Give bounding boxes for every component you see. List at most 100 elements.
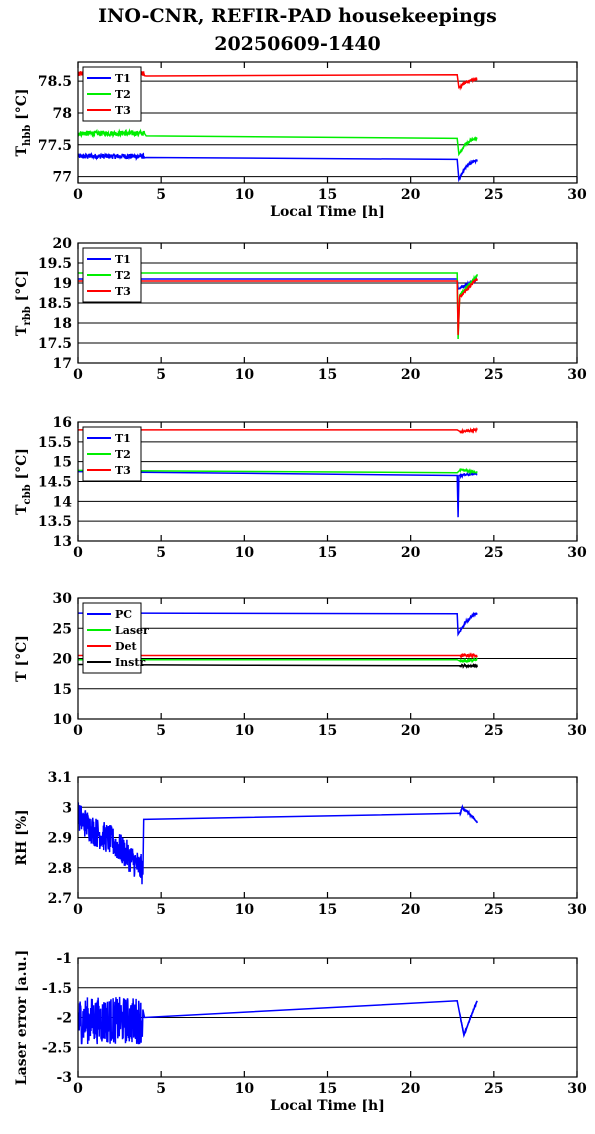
x-tick-label: 0 [73, 1081, 83, 1097]
y-tick-label: 3.1 [48, 770, 72, 786]
x-axis-label: Local Time [h] [270, 1098, 385, 1114]
series-tail-instr [459, 662, 478, 669]
x-tick-label: 25 [484, 545, 503, 561]
x-tick-label: 20 [401, 902, 421, 918]
x-tick-label: 10 [235, 723, 255, 739]
chart-panel-6: 0 5 10 15 20 25 30 -3 -2.5 -2 -1.5 -1 Local Time [h]… [14, 950, 587, 1114]
chart-panel-3: 0 5 10 15 20 25 30 13 13.5 14 14.5 15 15.5 16 Tcbb [°C… [14, 415, 587, 561]
legend: T1 T2 T3 [82, 247, 142, 303]
x-tick-label: 10 [235, 187, 255, 203]
y-axis-label: Trbb [°C] [14, 270, 33, 336]
y-tick-label: 10 [53, 712, 73, 728]
y-tick-label: 78 [53, 106, 72, 122]
y-tick-label: 15.5 [38, 435, 72, 451]
y-tick-label: 13 [53, 534, 72, 550]
legend-entry: T1 [115, 253, 131, 266]
series-tail-main [459, 804, 478, 824]
legend-entry: T2 [115, 88, 131, 101]
y-axis-label: Laser error [a.u.] [14, 950, 30, 1085]
y-tick-label: 77.5 [38, 138, 72, 154]
legend-entry: Det [115, 640, 138, 653]
x-tick-label: 5 [156, 902, 166, 918]
plot-frame [77, 61, 578, 184]
x-tick-label: 30 [567, 367, 587, 383]
y-tick-label: 18.5 [38, 296, 72, 312]
x-tick-label: 15 [318, 187, 337, 203]
chart-panel-5: 0 5 10 15 20 25 30 2.7 2.8 2.9 3 3.1 RH [%] [14, 770, 587, 918]
x-tick-label: 5 [156, 723, 166, 739]
legend-entry: T1 [115, 432, 131, 445]
x-tick-label: 20 [401, 367, 421, 383]
chart-title: INO-CNR, REFIR-PAD housekeepings [98, 5, 497, 27]
x-axis-label: Local Time [h] [270, 204, 385, 220]
x-tick-label: 5 [156, 1081, 166, 1097]
x-tick-label: 5 [156, 187, 166, 203]
series-line-t2 [78, 128, 478, 157]
y-tick-label: 17 [53, 356, 72, 372]
y-tick-label: 2.9 [48, 831, 72, 847]
series-tail-t2 [459, 136, 478, 154]
y-tick-label: 16 [53, 415, 72, 431]
x-tick-label: 5 [156, 367, 166, 383]
series-tail-t2 [459, 467, 478, 476]
x-tick-label: 30 [567, 1081, 587, 1097]
y-tick-label: -2 [56, 1011, 72, 1027]
x-tick-label: 30 [567, 902, 587, 918]
series-line-main [78, 996, 478, 1045]
chart-subtitle: 20250609-1440 [214, 33, 381, 55]
y-tick-label: 77 [53, 170, 72, 186]
series-tail-t3 [459, 277, 478, 298]
chart-panel-1: 0 5 10 15 20 25 30 77 77.5 78 78.5 Local Time [h] Th… [14, 61, 587, 220]
legend: T1 T2 T3 [82, 426, 142, 482]
y-tick-label: 18 [53, 316, 72, 332]
y-tick-label: 14.5 [38, 475, 72, 491]
x-tick-label: 10 [235, 1081, 255, 1097]
x-tick-label: 25 [484, 367, 503, 383]
x-tick-label: 15 [318, 1081, 337, 1097]
y-tick-label: -3 [56, 1070, 72, 1086]
y-tick-label: 15 [53, 455, 72, 471]
legend-entry: T1 [115, 72, 131, 85]
y-tick-label: 25 [53, 621, 72, 637]
y-tick-label: 13.5 [38, 514, 72, 530]
x-tick-label: 20 [401, 545, 421, 561]
series-tail-det [459, 652, 478, 659]
x-tick-label: 5 [156, 545, 166, 561]
y-tick-label: 30 [53, 591, 73, 607]
y-tick-label: 2.7 [48, 891, 72, 907]
legend-entry: T3 [115, 104, 131, 117]
x-tick-label: 0 [73, 902, 83, 918]
series-tail-t2 [459, 274, 478, 298]
y-tick-label: 20 [53, 652, 73, 668]
series-line-main [78, 802, 478, 885]
x-tick-label: 25 [484, 1081, 503, 1097]
series-tail-t3 [459, 77, 478, 91]
chart-panel-2: 0 5 10 15 20 25 30 17 17.5 18 18.5 19 19.5 20 Trbb [°C… [14, 236, 587, 383]
series-tail-t1 [459, 471, 478, 480]
legend-entry: Instr [115, 656, 145, 669]
x-tick-label: 30 [567, 723, 587, 739]
x-tick-label: 10 [235, 367, 255, 383]
x-tick-label: 25 [484, 723, 503, 739]
x-tick-label: 15 [318, 902, 337, 918]
y-axis-label: Tcbb [°C] [14, 448, 33, 515]
y-tick-label: 15 [53, 682, 72, 698]
chart-panel-4: 0 5 10 15 20 25 30 10 15 20 25 30 T [°C] PC Laser Det In… [14, 591, 587, 739]
x-tick-label: 25 [484, 902, 503, 918]
series-tail-t1 [459, 159, 478, 181]
x-tick-label: 20 [401, 1081, 421, 1097]
legend-entry: Laser [115, 624, 149, 637]
x-tick-label: 10 [235, 545, 255, 561]
x-tick-label: 20 [401, 187, 421, 203]
x-tick-label: 25 [484, 187, 503, 203]
x-tick-label: 10 [235, 902, 255, 918]
x-tick-label: 20 [401, 723, 421, 739]
x-tick-label: 0 [73, 723, 83, 739]
x-tick-label: 0 [73, 367, 83, 383]
x-tick-label: 30 [567, 545, 587, 561]
y-tick-label: 19.5 [38, 256, 72, 272]
x-tick-label: 15 [318, 545, 337, 561]
x-tick-label: 15 [318, 723, 337, 739]
y-tick-label: 78.5 [38, 74, 72, 90]
